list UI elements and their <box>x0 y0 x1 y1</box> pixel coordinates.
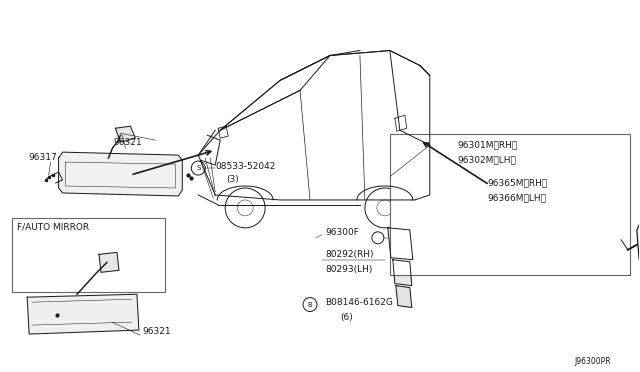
Polygon shape <box>115 126 136 142</box>
Text: J96300PR: J96300PR <box>575 357 611 366</box>
Text: 96366M〈LH〉: 96366M〈LH〉 <box>488 193 547 202</box>
Text: 08533-52042: 08533-52042 <box>215 162 276 171</box>
Polygon shape <box>396 286 412 308</box>
Text: F/AUTO MIRROR: F/AUTO MIRROR <box>17 222 90 231</box>
Text: 80293(LH): 80293(LH) <box>325 265 372 274</box>
Text: 96365M〈RH〉: 96365M〈RH〉 <box>488 178 548 187</box>
Text: 96300F: 96300F <box>325 228 359 237</box>
Polygon shape <box>27 294 139 334</box>
Polygon shape <box>637 209 640 280</box>
Text: (3): (3) <box>226 175 239 184</box>
Text: 96301M〈RH〉: 96301M〈RH〉 <box>458 140 518 149</box>
Text: 96321: 96321 <box>113 138 142 147</box>
Text: 96317: 96317 <box>29 153 58 162</box>
Polygon shape <box>99 252 119 272</box>
Text: 80292(RH): 80292(RH) <box>325 250 374 259</box>
Text: 96321: 96321 <box>142 327 170 336</box>
Text: 96302M〈LH〉: 96302M〈LH〉 <box>458 155 516 164</box>
Polygon shape <box>59 152 182 196</box>
Text: B08146-6162G: B08146-6162G <box>325 298 393 307</box>
Polygon shape <box>393 260 412 286</box>
Text: S: S <box>196 165 200 171</box>
Bar <box>390 134 630 275</box>
Text: (6): (6) <box>340 312 353 321</box>
Text: B: B <box>308 302 312 308</box>
Bar <box>12 218 166 292</box>
Polygon shape <box>388 228 413 260</box>
